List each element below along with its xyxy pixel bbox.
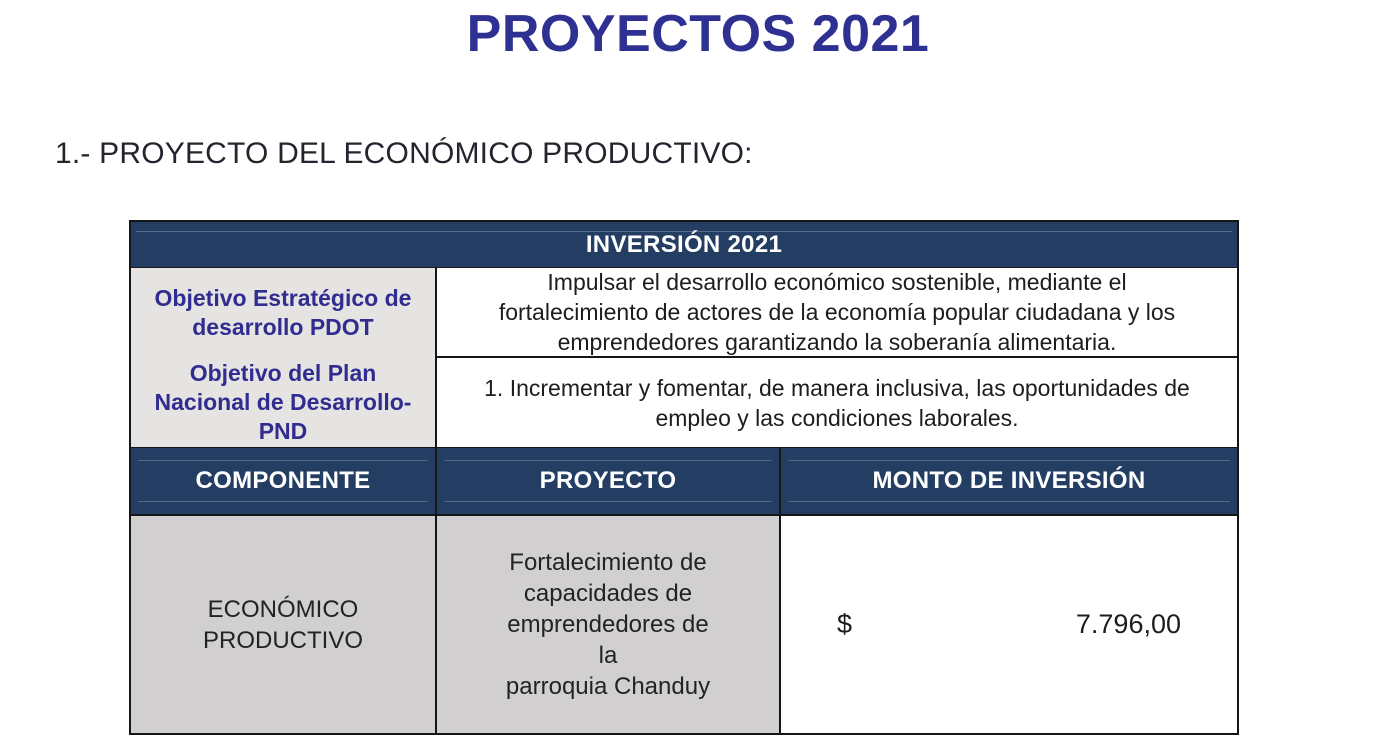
objective-text-pdot: Impulsar el desarrollo económico sosteni… [437,268,1237,358]
table-title-bar: INVERSIÓN 2021 [131,222,1237,268]
inversion-table: INVERSIÓN 2021 Objetivo Estratégico de d… [129,220,1239,735]
objective-label-column: Objetivo Estratégico de desarrollo PDOT … [131,268,437,448]
monto-value: 7.796,00 [1075,609,1181,639]
objective-label-pnd: Objetivo del Plan Nacional de Desarrollo… [154,359,412,444]
column-header-monto-label: MONTO DE INVERSIÓN [788,460,1230,502]
cell-gridline [136,231,1232,232]
column-header-monto: MONTO DE INVERSIÓN [781,448,1237,516]
column-header-componente: COMPONENTE [131,448,437,516]
page-title: PROYECTOS 2021 [466,5,930,63]
objective-text-pnd: 1. Incrementar y fomentar, de manera inc… [437,358,1237,448]
currency-symbol: $ [837,609,853,639]
column-header-proyecto: PROYECTO [437,448,781,516]
column-header-componente-label: COMPONENTE [138,460,428,502]
table-row-proyecto-cell: Fortalecimiento de capacidades de empren… [437,516,781,733]
column-header-proyecto-label: PROYECTO [444,460,772,502]
table-row-componente-cell: ECONÓMICO PRODUCTIVO [131,516,437,733]
table-title-label: INVERSIÓN 2021 [585,230,783,258]
section-heading: 1.- PROYECTO DEL ECONÓMICO PRODUCTIVO: [55,137,753,170]
table-row-monto-cell: $ 7.796,00 [781,516,1237,733]
objective-label-pdot: Objetivo Estratégico de desarrollo PDOT [154,284,412,340]
